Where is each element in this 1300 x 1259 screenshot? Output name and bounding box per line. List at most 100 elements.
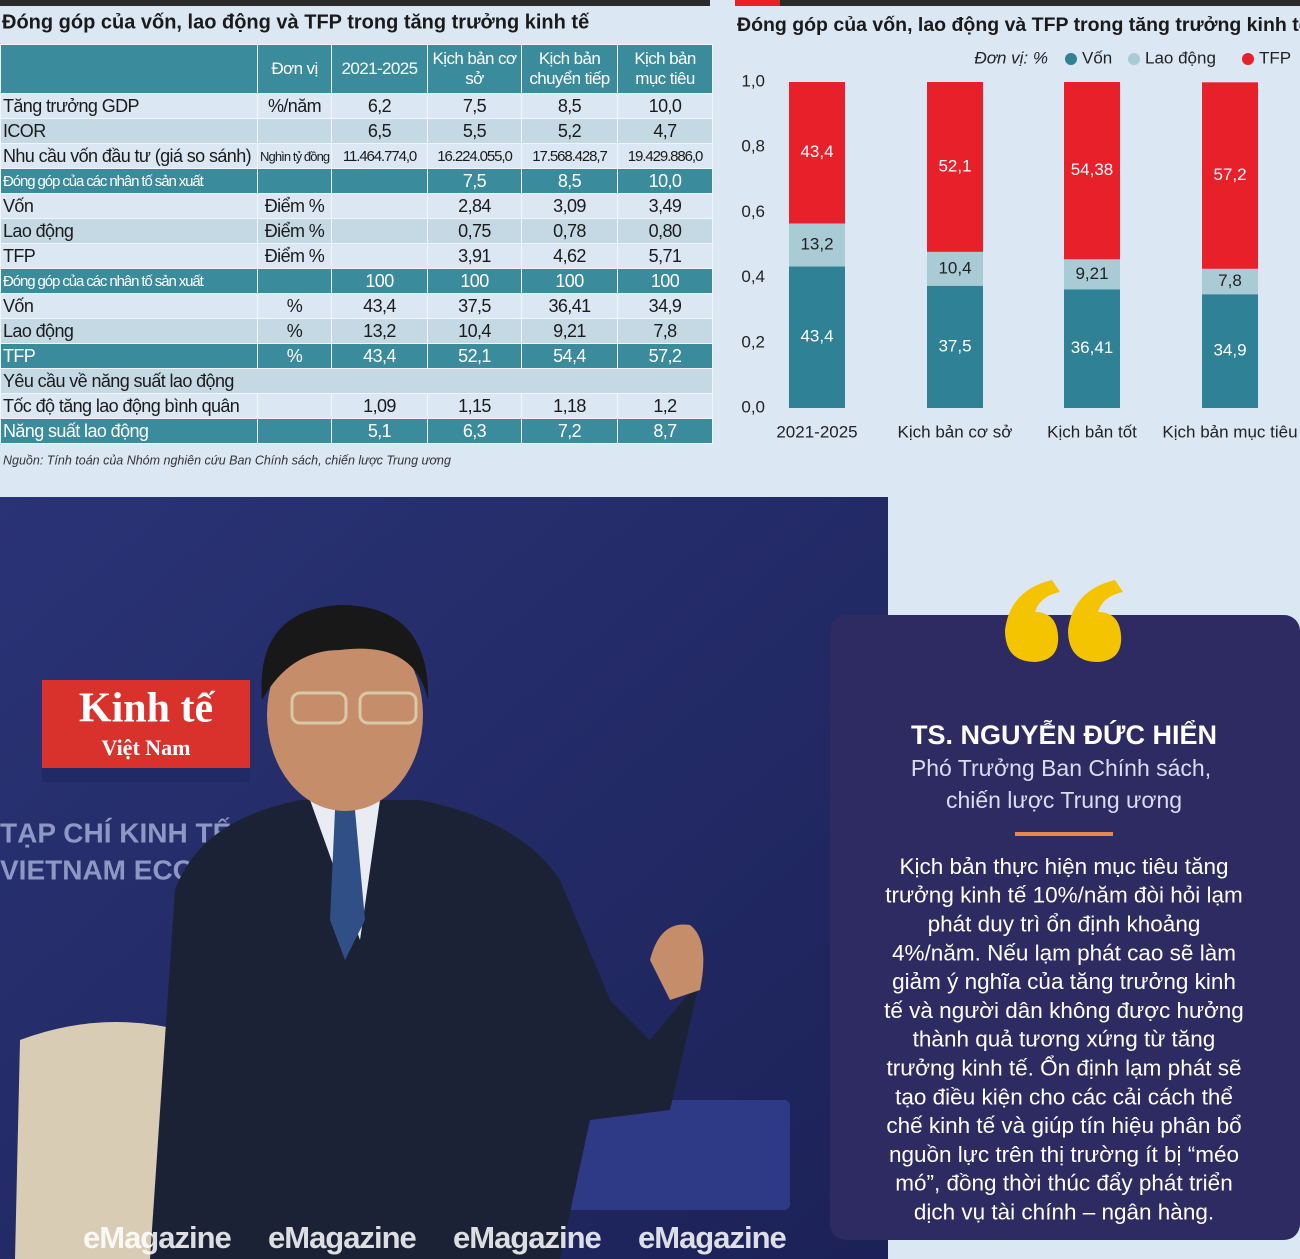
quote-role: chiến lược Trung ương xyxy=(946,787,1182,813)
quote-line: phát duy trì ổn định khoảng xyxy=(928,912,1201,937)
table-cell: 34,9 xyxy=(617,293,713,319)
value-label: 37,5 xyxy=(938,336,971,355)
bar-segment xyxy=(789,82,845,224)
row-label: Yêu cầu về năng suất lao động xyxy=(0,368,713,394)
table-cell: Điểm % xyxy=(257,243,332,269)
table-cell: 2,84 xyxy=(427,193,522,219)
logo-text: Kinh tế xyxy=(79,686,216,732)
row-label: Lao động xyxy=(0,218,258,244)
table-cell: 0,78 xyxy=(521,218,618,244)
hair xyxy=(261,605,429,700)
table-row: ICOR 6,5 5,5 5,2 4,7 xyxy=(0,118,713,144)
table-cell: 6,5 xyxy=(331,118,428,144)
value-label: 52,1 xyxy=(938,156,971,175)
bar-segment xyxy=(927,251,983,286)
table-cell: 5,5 xyxy=(427,118,522,144)
logo-box xyxy=(42,680,250,768)
row-label: Năng suất lao động xyxy=(0,418,258,444)
quote-card xyxy=(830,615,1300,1240)
rule xyxy=(0,0,710,6)
header-cell: 2021-2025 xyxy=(331,44,428,94)
bar-segment xyxy=(927,285,983,408)
row-label: Tăng trưởng GDP xyxy=(0,93,258,119)
quote-mark xyxy=(1068,580,1123,662)
table-cell: 4,7 xyxy=(617,118,713,144)
quote-line: 4%/năm. Nếu lạm phát cao sẽ làm xyxy=(892,940,1236,965)
table-cell: 52,1 xyxy=(427,343,522,369)
table-cell: 36,41 xyxy=(521,293,618,319)
table-cell: 10,4 xyxy=(427,318,522,344)
bar-segment xyxy=(1064,82,1120,260)
legend-label: TFP xyxy=(1259,48,1291,67)
chart: 0,0 0,2 0,4 0,6 0,8 1,0 43,4 13,2 43,4 2021-2025 3… xyxy=(741,48,1297,441)
table-row: Đóng góp của các nhân tố sản xuất 100 100 1… xyxy=(0,268,713,294)
value-label: 7,8 xyxy=(1218,271,1242,290)
quote-line: mó”, đồng thời thúc đẩy phát triển xyxy=(895,1171,1232,1196)
table-cell: 17.568.428,7 xyxy=(521,143,618,169)
glasses xyxy=(290,691,348,725)
legend-label: Lao động xyxy=(1145,48,1216,67)
quote-line: nguồn lực trên thị trường ít bị “méo xyxy=(889,1142,1239,1167)
table-row: Đóng góp của các nhân tố sản xuất 7,5 8,5 1… xyxy=(0,168,713,194)
quote-text: Kịch bản thực hiện mục tiêu tăng trưởng k… xyxy=(884,854,1244,1225)
table-cell: 1,15 xyxy=(427,393,522,419)
table-cell: 100 xyxy=(427,268,522,294)
table-cell xyxy=(331,218,428,244)
table-cell: 43,4 xyxy=(331,293,428,319)
table-cell: 5,2 xyxy=(521,118,618,144)
legend-swatch xyxy=(1065,53,1077,65)
table-row: Vốn% 43,4 37,5 36,41 34,9 xyxy=(0,293,713,319)
y-tick-label: 0,8 xyxy=(741,137,765,156)
value-label: 34,9 xyxy=(1213,341,1246,360)
value-label: 43,4 xyxy=(800,327,833,346)
table-cell: 6,3 xyxy=(427,418,522,444)
value-label: 36,41 xyxy=(1071,338,1114,357)
bar-segment xyxy=(789,266,845,408)
table-cell: 7,8 xyxy=(617,318,713,344)
y-tick-label: 1,0 xyxy=(741,71,765,90)
y-tick-label: 0,0 xyxy=(741,397,765,416)
table-cell: 7,5 xyxy=(427,168,522,194)
table-cell: 19.429.886,0 xyxy=(617,143,713,169)
legend-label: Vốn xyxy=(1082,48,1112,67)
table-cell: 8,5 xyxy=(521,93,618,119)
table-cell: 0,80 xyxy=(617,218,713,244)
table-cell: 1,18 xyxy=(521,393,618,419)
hand xyxy=(650,924,704,1000)
quote-line: giảm ý nghĩa của tăng trưởng kinh xyxy=(892,969,1236,994)
bar-segment xyxy=(1064,289,1120,408)
y-tick-label: 0,4 xyxy=(741,267,765,286)
table-cell: 16.224.055,0 xyxy=(427,143,522,169)
row-label: Vốn xyxy=(0,293,258,319)
tie xyxy=(330,810,365,960)
table-cell xyxy=(331,193,428,219)
rule-accent xyxy=(735,0,780,6)
header-cell: Kịch bản chuyển tiếp xyxy=(521,44,618,94)
legend-swatch xyxy=(1242,53,1254,65)
table-cell: 100 xyxy=(331,268,428,294)
bar-segment xyxy=(927,82,983,252)
table-cell: 7,2 xyxy=(521,418,618,444)
table-cell: Điểm % xyxy=(257,218,332,244)
table-row: Năng suất lao động 5,1 6,3 7,2 8,7 xyxy=(0,418,713,444)
table-cell xyxy=(257,393,332,419)
quote-line: trưởng kinh tế. Ổn định lạm phát sẽ xyxy=(886,1056,1241,1081)
divider xyxy=(1015,832,1113,836)
table-cell: 5,1 xyxy=(331,418,428,444)
row-label: Nhu cầu vốn đầu tư (giá so sánh) xyxy=(0,143,258,169)
quote-line: tạo điều kiện cho các cải cách thể xyxy=(895,1084,1233,1109)
table-cell: 1,09 xyxy=(331,393,428,419)
logo-strip xyxy=(42,768,250,782)
table-cell: 11.464.774,0 xyxy=(331,143,428,169)
header-cell xyxy=(0,44,258,94)
watermark: eMagazine xyxy=(453,1220,602,1255)
quote-line: dịch vụ tài chính – ngân hàng. xyxy=(914,1200,1214,1225)
table-cell: 1,2 xyxy=(617,393,713,419)
table-cell xyxy=(257,168,332,194)
watermark: eMagazine xyxy=(268,1220,417,1255)
table-cell: 8,5 xyxy=(521,168,618,194)
table-row: Lao động% 13,2 10,4 9,21 7,8 xyxy=(0,318,713,344)
table-cell xyxy=(257,418,332,444)
watermarks: eMagazine eMagazine eMagazine eMagazine xyxy=(83,1220,788,1255)
